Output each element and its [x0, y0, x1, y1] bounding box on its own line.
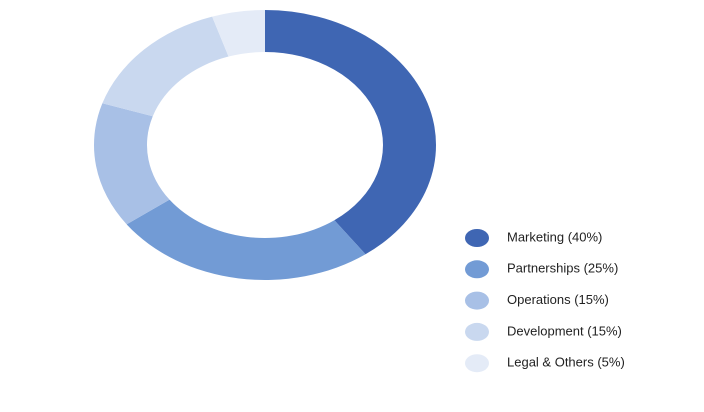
donut-slice	[265, 10, 437, 255]
legend-label: Development (15%)	[507, 323, 622, 338]
donut-slice	[212, 10, 265, 57]
donut-slice	[94, 103, 170, 225]
legend-swatch	[465, 291, 489, 310]
legend-label: Operations (15%)	[507, 292, 609, 307]
legend-swatch	[465, 322, 489, 341]
donut-slice	[126, 199, 366, 280]
legend-swatch	[465, 229, 489, 247]
legend-swatch	[465, 260, 489, 279]
legend-swatch	[465, 354, 489, 373]
legend-label: Marketing (40%)	[507, 229, 602, 244]
donut-slice	[102, 16, 229, 117]
legend-label: Legal & Others (5%)	[507, 355, 625, 370]
legend-label: Partnerships (25%)	[507, 261, 618, 276]
